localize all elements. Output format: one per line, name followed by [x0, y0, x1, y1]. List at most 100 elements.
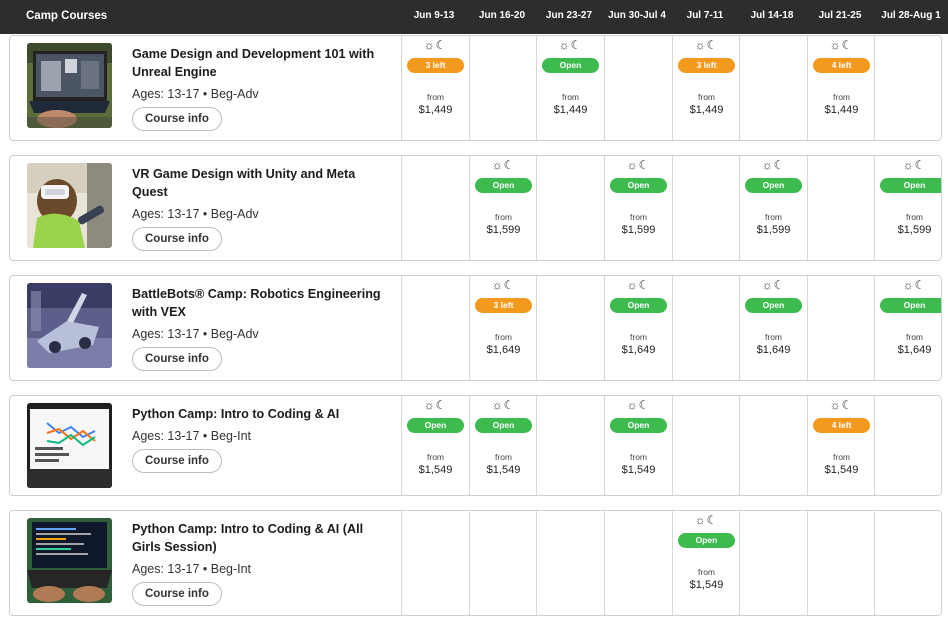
price: $1,649 [756, 344, 791, 356]
course-info-button[interactable]: Course info [132, 449, 222, 473]
course-thumbnail [27, 518, 112, 603]
week-cell [401, 276, 469, 380]
week-cell [401, 156, 469, 260]
price: $1,649 [621, 344, 656, 356]
price: $1,649 [897, 344, 932, 356]
week-cell[interactable]: ☼☾ Open from $1,599 [874, 156, 941, 260]
price: $1,599 [621, 224, 656, 236]
course-row: VR Game Design with Unity and Meta Quest… [9, 155, 942, 261]
week-cell[interactable]: ☼☾ Open from $1,599 [469, 156, 537, 260]
week-cell[interactable]: ☼☾ Open from $1,549 [401, 396, 469, 495]
week-cell[interactable]: ☼☾ 3 left from $1,449 [672, 36, 740, 140]
week-cell[interactable]: ☼☾ Open from $1,649 [739, 276, 807, 380]
week-cell [672, 276, 740, 380]
price: $1,449 [553, 104, 588, 116]
course-thumbnail [27, 403, 112, 488]
week-cell [807, 276, 875, 380]
course-info-button[interactable]: Course info [132, 227, 222, 251]
day-night-session-icon: ☼☾ [829, 38, 854, 52]
course-info-button[interactable]: Course info [132, 582, 222, 606]
week-cell[interactable]: ☼☾ Open from $1,549 [672, 511, 740, 615]
course-ages: Ages: 13-17 • Beg-Adv [132, 87, 259, 101]
course-title[interactable]: BattleBots® Camp: Robotics Engineering w… [132, 287, 381, 319]
week-cell [874, 396, 941, 495]
course-title[interactable]: VR Game Design with Unity and Meta Quest [132, 167, 356, 199]
course-info-button[interactable]: Course info [132, 107, 222, 131]
availability-badge[interactable]: Open [542, 58, 599, 73]
availability-badge[interactable]: Open [610, 178, 667, 193]
price: $1,449 [689, 104, 724, 116]
week-cell [536, 396, 604, 495]
availability-badge[interactable]: 3 left [475, 298, 532, 313]
day-night-session-icon: ☼☾ [694, 38, 719, 52]
from-label: from [698, 567, 715, 577]
week-cell [807, 511, 875, 615]
week-cell[interactable]: ☼☾ Open from $1,449 [536, 36, 604, 140]
week-cell[interactable]: ☼☾ 4 left from $1,449 [807, 36, 875, 140]
availability-badge[interactable]: 3 left [407, 58, 464, 73]
availability-badge[interactable]: Open [610, 418, 667, 433]
week-header: Jul 21-25 [818, 10, 862, 21]
availability-badge[interactable]: Open [475, 178, 532, 193]
week-header: Jul 28-Aug 1 [881, 10, 941, 21]
day-night-session-icon: ☼☾ [558, 38, 583, 52]
week-cell [469, 36, 537, 140]
day-night-session-icon: ☼☾ [491, 158, 516, 172]
week-header: Jun 30-Jul 4 [608, 10, 666, 21]
course-info-block: VR Game Design with Unity and Meta Quest… [132, 165, 394, 251]
week-cell[interactable]: ☼☾ Open from $1,599 [604, 156, 672, 260]
day-night-session-icon: ☼☾ [761, 278, 786, 292]
availability-badge[interactable]: Open [745, 178, 802, 193]
week-cell[interactable]: ☼☾ Open from $1,549 [469, 396, 537, 495]
course-row: Python Camp: Intro to Coding & AI Ages: 1… [9, 395, 942, 496]
course-info-block: BattleBots® Camp: Robotics Engineering w… [132, 285, 394, 371]
availability-badge[interactable]: 4 left [813, 58, 870, 73]
course-row: Python Camp: Intro to Coding & AI (All G… [9, 510, 942, 616]
week-cell[interactable]: ☼☾ Open from $1,549 [604, 396, 672, 495]
from-label: from [630, 452, 647, 462]
from-label: from [698, 92, 715, 102]
availability-badge[interactable]: Open [880, 298, 941, 313]
availability-badge[interactable]: Open [678, 533, 735, 548]
course-title[interactable]: Python Camp: Intro to Coding & AI (All G… [132, 522, 364, 554]
price: $1,599 [897, 224, 932, 236]
header-title: Camp Courses [26, 10, 108, 22]
course-info-block: Python Camp: Intro to Coding & AI (All G… [132, 520, 394, 606]
week-cell[interactable]: ☼☾ Open from $1,649 [874, 276, 941, 380]
availability-badge[interactable]: 3 left [678, 58, 735, 73]
day-night-session-icon: ☼☾ [694, 513, 719, 527]
price: $1,549 [689, 579, 724, 591]
week-cell [739, 396, 807, 495]
availability-badge[interactable]: Open [745, 298, 802, 313]
week-cell[interactable]: ☼☾ 3 left from $1,649 [469, 276, 537, 380]
availability-badge[interactable]: Open [880, 178, 941, 193]
week-cell[interactable]: ☼☾ Open from $1,649 [604, 276, 672, 380]
week-cell [739, 511, 807, 615]
week-cell[interactable]: ☼☾ 4 left from $1,549 [807, 396, 875, 495]
schedule-header: Camp Courses Jun 9-13 Jun 16-20 Jun 23-27 J… [0, 0, 948, 34]
course-thumbnail [27, 163, 112, 248]
week-cell [604, 511, 672, 615]
week-header: Jul 7-11 [686, 10, 724, 21]
week-cell[interactable]: ☼☾ 3 left from $1,449 [401, 36, 469, 140]
availability-badge[interactable]: Open [610, 298, 667, 313]
from-label: from [630, 332, 647, 342]
availability-badge[interactable]: 4 left [813, 418, 870, 433]
week-header: Jun 9-13 [413, 10, 455, 21]
from-label: from [765, 212, 782, 222]
from-label: from [833, 452, 850, 462]
day-night-session-icon: ☼☾ [491, 278, 516, 292]
from-label: from [906, 212, 923, 222]
week-cell [536, 156, 604, 260]
week-cell [672, 396, 740, 495]
course-title[interactable]: Python Camp: Intro to Coding & AI [132, 407, 340, 421]
week-cell[interactable]: ☼☾ Open from $1,599 [739, 156, 807, 260]
course-ages: Ages: 13-17 • Beg-Int [132, 429, 252, 443]
price: $1,599 [486, 224, 521, 236]
day-night-session-icon: ☼☾ [902, 278, 927, 292]
course-title[interactable]: Game Design and Development 101 with Unr… [132, 47, 375, 79]
availability-badge[interactable]: Open [475, 418, 532, 433]
course-info-button[interactable]: Course info [132, 347, 222, 371]
availability-badge[interactable]: Open [407, 418, 464, 433]
week-cell [672, 156, 740, 260]
